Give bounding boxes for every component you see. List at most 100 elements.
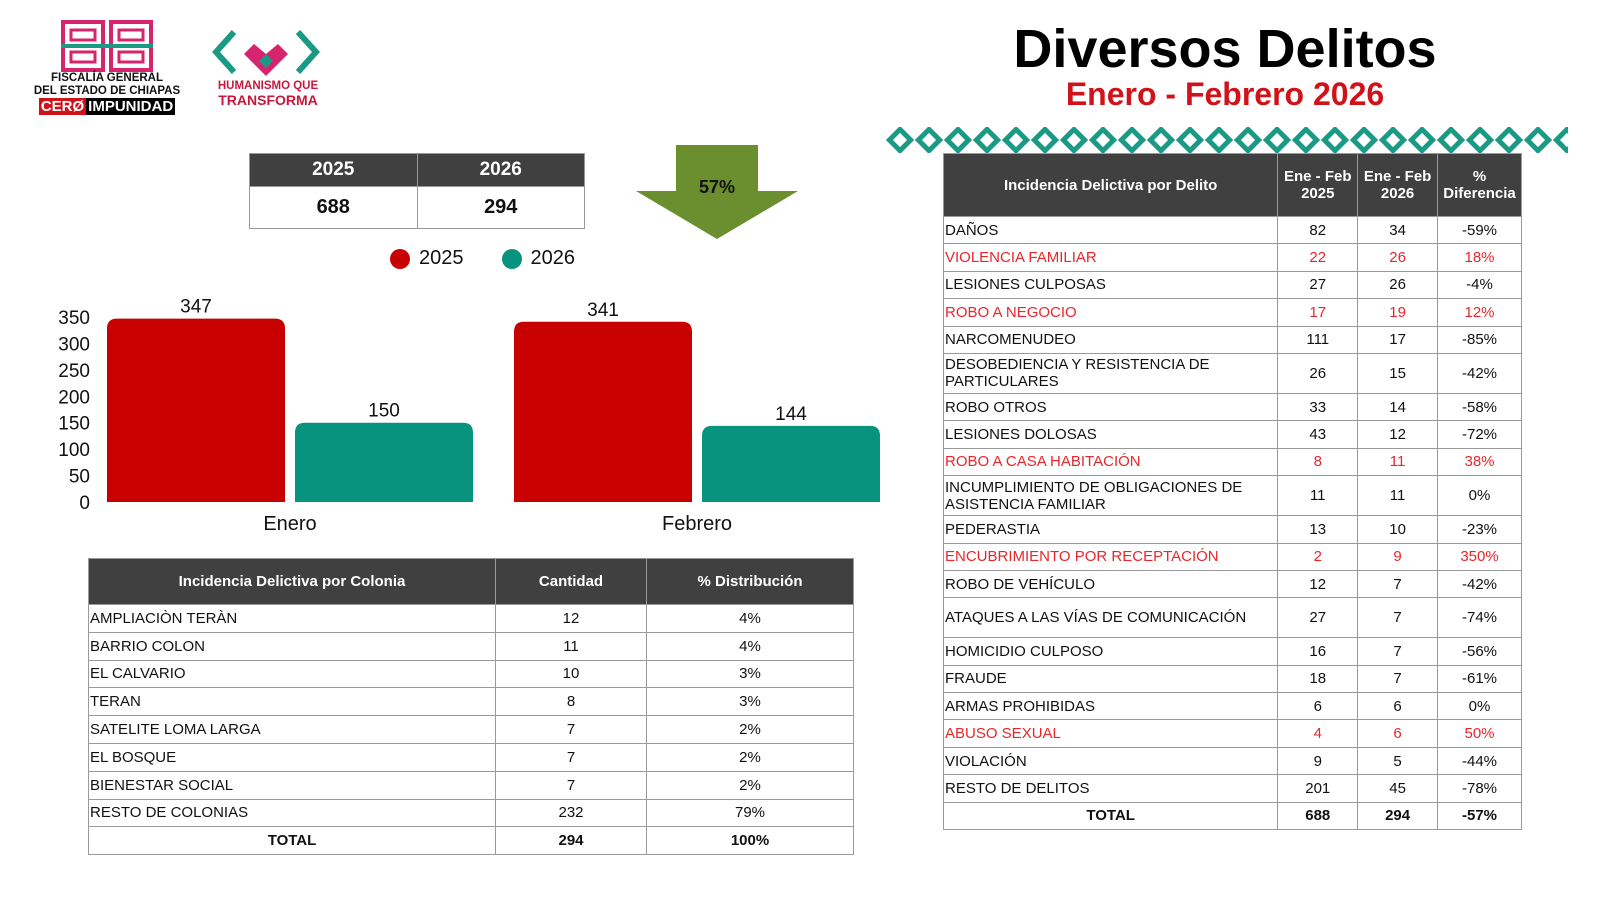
cell-value: 2% [646, 715, 854, 744]
cell-value: 350% [1437, 542, 1522, 571]
column-header: % Distribución [646, 558, 854, 605]
delito-name: DESOBEDIENCIA Y RESISTENCIA DE PARTICULA… [942, 352, 1279, 394]
cell-value: 6 [1357, 692, 1439, 721]
legend-swatch [390, 248, 410, 269]
cell-value: 6 [1357, 719, 1439, 748]
y-tick-label: 100 [58, 440, 90, 461]
summary-header-2026: 2026 [416, 153, 585, 187]
delito-name: ROBO A CASA HABITACIÓN [942, 447, 1279, 477]
cell-value: 27 [1277, 270, 1359, 300]
diamond-ornament [972, 127, 1001, 153]
cell-value: 27 [1277, 597, 1359, 639]
change-percent: 57% [698, 177, 736, 197]
logo-text: IMPUNIDAD [86, 98, 176, 115]
data-label: 150 [368, 401, 400, 422]
cell-value: 7 [1357, 597, 1439, 639]
cell-value: 0% [1437, 692, 1522, 721]
total-cell: 294 [495, 826, 647, 856]
table-row: BIENESTAR SOCIAL 7 2% [88, 770, 854, 800]
delito-name: NARCOMENUDEO [942, 325, 1279, 354]
table-header-row: Incidencia Delictiva por Delito Ene - Feb… [942, 153, 1522, 217]
diamond-ornament [943, 127, 972, 153]
diamond-ornament [1233, 127, 1262, 153]
y-tick-label: 50 [69, 467, 90, 488]
legend-label: 2026 [530, 247, 576, 269]
cell-value: 4 [1277, 719, 1359, 748]
cell-value: 2 [1277, 542, 1359, 571]
diamond-ornament [1349, 127, 1378, 153]
data-label: 341 [587, 300, 619, 321]
cell-value: 6 [1277, 692, 1359, 721]
cell-value: -56% [1437, 637, 1522, 666]
delito-name: ENCUBRIMIENTO POR RECEPTACIÓN [942, 542, 1279, 571]
diamond-ornament [1088, 127, 1117, 153]
x-category-label: Febrero [662, 513, 732, 535]
cell-value: 3% [646, 687, 854, 717]
cell-value: 11 [1357, 447, 1439, 477]
diamond-ornament [1552, 127, 1568, 153]
legend-swatch [501, 248, 522, 269]
colonia-name: AMPLIACIÒN TERÀN [88, 604, 496, 633]
cell-value: 26 [1357, 243, 1439, 272]
table-row: AMPLIACIÒN TERÀN 12 4% [88, 604, 854, 633]
bar-2026-Febrero [702, 425, 880, 502]
table-row: DAÑOS 82 34 -59% [942, 215, 1522, 245]
column-header: Cantidad [495, 558, 647, 605]
bar-2025-Enero [107, 318, 285, 502]
summary-table: 2025 2026 688 294 [249, 153, 585, 229]
colonia-name: TERAN [88, 687, 496, 717]
diamond-ornament [1117, 127, 1146, 153]
table-row: ROBO A CASA HABITACIÓN 8 11 38% [942, 447, 1522, 477]
total-cell: 100% [646, 826, 854, 856]
arrow-down-icon [636, 145, 798, 239]
table-row: BARRIO COLON 11 4% [88, 631, 854, 661]
cell-value: 0% [1437, 475, 1522, 517]
diamond-ornament [914, 127, 943, 153]
table-row: ATAQUES A LAS VÍAS DE COMUNICACIÓN 27 7 -74… [942, 597, 1522, 639]
delito-name: INCUMPLIMIENTO DE OBLIGACIONES DE ASISTE… [942, 475, 1279, 517]
colonia-name: EL CALVARIO [88, 659, 496, 689]
delito-name: ROBO OTROS [942, 392, 1279, 422]
bar-chart: 0 50 100 150 200 250 300 350 347 150 Enero 341 144 Fe… [58, 297, 880, 535]
cell-value: 12 [1277, 569, 1359, 599]
cell-value: 12 [1357, 420, 1439, 449]
total-cell: TOTAL [88, 826, 496, 856]
table-row: LESIONES DOLOSAS 43 12 -72% [942, 420, 1522, 449]
cell-value: 2% [646, 742, 854, 772]
column-header: % Diferencia [1437, 153, 1522, 217]
diamond-ornament [1175, 127, 1204, 153]
table-row: PEDERASTIA 13 10 -23% [942, 515, 1522, 544]
table-row: ROBO A NEGOCIO 17 19 12% [942, 298, 1522, 327]
cell-value: 4% [646, 604, 854, 633]
y-tick-label: 350 [58, 308, 90, 329]
cell-value: 26 [1357, 270, 1439, 300]
legend-item-2026: 2026 [501, 247, 576, 270]
cell-value: 12 [495, 604, 647, 633]
cell-value: -85% [1437, 325, 1522, 354]
total-cell: TOTAL [942, 801, 1279, 831]
summary-value-2025: 688 [249, 186, 418, 229]
table-header-row: Incidencia Delictiva por Colonia Cantidad… [88, 558, 854, 605]
cell-value: 17 [1277, 298, 1359, 327]
legend-label: 2025 [419, 247, 464, 269]
cell-value: 79% [646, 798, 854, 828]
cell-value: 11 [1357, 475, 1439, 517]
diamond-ornament [1146, 127, 1175, 153]
cell-value: -72% [1437, 420, 1522, 449]
data-label: 347 [180, 297, 212, 318]
cell-value: 11 [1277, 475, 1359, 517]
table-row: ARMAS PROHIBIDAS 6 6 0% [942, 692, 1522, 721]
table-row: ENCUBRIMIENTO POR RECEPTACIÓN 2 9 350% [942, 542, 1522, 571]
delito-name: VIOLENCIA FAMILIAR [942, 243, 1279, 272]
cell-value: 15 [1357, 352, 1439, 394]
table-row: INCUMPLIMIENTO DE OBLIGACIONES DE ASISTE… [942, 475, 1522, 517]
cell-value: 9 [1357, 542, 1439, 571]
colonia-table: Incidencia Delictiva por Colonia Cantidad… [88, 558, 854, 856]
cell-value: 7 [1357, 569, 1439, 599]
table-row: NARCOMENUDEO 111 17 -85% [942, 325, 1522, 354]
table-row: LESIONES CULPOSAS 27 26 -4% [942, 270, 1522, 300]
logo-text: TRANSFORMA [218, 92, 318, 108]
humanismo-logo: HUMANISMO QUE TRANSFORMA [212, 28, 324, 107]
summary-value-2026: 294 [416, 186, 585, 229]
colonia-name: BIENESTAR SOCIAL [88, 770, 496, 800]
